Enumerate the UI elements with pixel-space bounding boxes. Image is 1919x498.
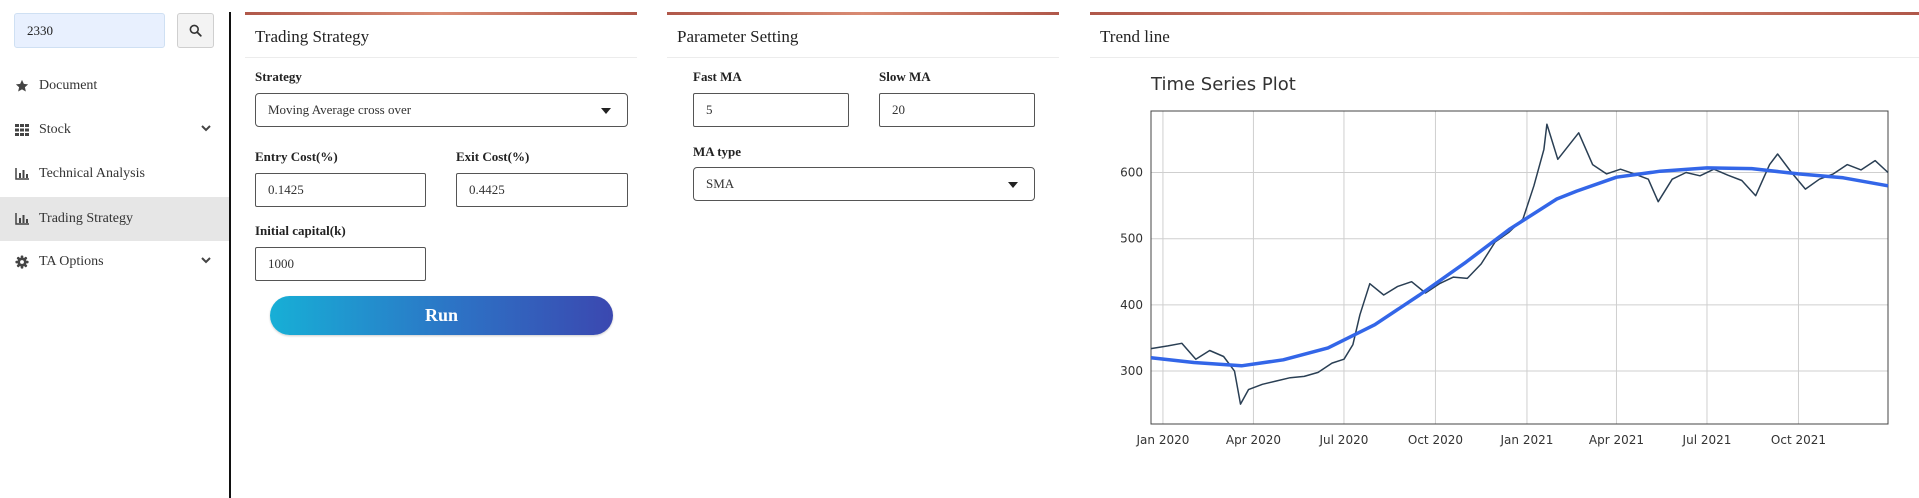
- slow-ma-input[interactable]: [879, 93, 1035, 127]
- ma-type-select[interactable]: SMA: [693, 167, 1035, 201]
- caret-down-icon: [601, 108, 611, 114]
- x-tick-label: Jan 2021: [1500, 433, 1554, 447]
- panel-title: Trend line: [1090, 16, 1919, 58]
- y-tick-label: 400: [1120, 298, 1143, 312]
- search-icon: [189, 24, 202, 37]
- chevron-down-icon[interactable]: [200, 122, 212, 138]
- search-input[interactable]: [14, 13, 165, 48]
- caret-down-icon: [1008, 182, 1018, 188]
- grid-icon: [14, 124, 30, 136]
- entry-cost-label: Entry Cost(%): [255, 149, 338, 164]
- sidebar: Document Stock Technical Analysis Tradin…: [0, 0, 229, 498]
- bar-chart-icon: [14, 168, 30, 180]
- trend-line-panel: Trend line: [1090, 12, 1919, 498]
- y-tick-label: 300: [1120, 364, 1143, 378]
- sidebar-item-label: Stock: [39, 122, 71, 137]
- chevron-down-icon[interactable]: [200, 254, 212, 270]
- run-button[interactable]: Run: [270, 296, 613, 335]
- bar-chart-icon: [14, 213, 30, 225]
- trend-series-line: [1150, 166, 1889, 368]
- panel-title: Trading Strategy: [245, 16, 637, 58]
- sidebar-item-label: TA Options: [39, 254, 104, 269]
- panel-accent-bar: [667, 12, 1059, 15]
- ma-type-label: MA type: [693, 144, 742, 159]
- chart-grid: [1151, 111, 1888, 424]
- x-tick-label: Jul 2020: [1319, 433, 1369, 447]
- panel-title: Parameter Setting: [667, 16, 1059, 58]
- sidebar-item-label: Trading Strategy: [39, 211, 133, 226]
- x-tick-label: Jul 2021: [1682, 433, 1732, 447]
- panel-accent-bar: [1090, 12, 1919, 15]
- exit-cost-input[interactable]: [456, 173, 628, 207]
- sidebar-item-label: Technical Analysis: [39, 166, 145, 181]
- y-tick-label: 600: [1120, 166, 1143, 180]
- search-button[interactable]: [177, 13, 214, 48]
- sidebar-item-technical-analysis[interactable]: Technical Analysis: [0, 152, 229, 196]
- sidebar-divider: [229, 12, 231, 498]
- fast-ma-label: Fast MA: [693, 69, 742, 84]
- sidebar-item-document[interactable]: Document: [0, 64, 229, 108]
- x-tick-label: Oct 2021: [1771, 433, 1826, 447]
- sidebar-item-stock[interactable]: Stock: [0, 108, 229, 152]
- strategy-select[interactable]: Moving Average cross over: [255, 93, 628, 127]
- x-tick-label: Apr 2020: [1226, 433, 1281, 447]
- sidebar-item-ta-options[interactable]: TA Options: [0, 240, 229, 284]
- initial-capital-label: Initial capital(k): [255, 223, 346, 238]
- gear-icon: [14, 255, 30, 269]
- chart-title: Time Series Plot: [1150, 74, 1296, 95]
- sidebar-item-trading-strategy[interactable]: Trading Strategy: [0, 197, 229, 241]
- initial-capital-input[interactable]: [255, 247, 426, 281]
- y-tick-label: 500: [1120, 232, 1143, 246]
- entry-cost-input[interactable]: [255, 173, 426, 207]
- strategy-select-value: Moving Average cross over: [268, 102, 412, 117]
- chart-ticks: Jan 2020 Apr 2020 Jul 2020 Oct 2020 Jan 2021…: [1120, 166, 1826, 447]
- slow-ma-label: Slow MA: [879, 69, 931, 84]
- sidebar-item-label: Document: [39, 78, 98, 93]
- x-tick-label: Jan 2020: [1136, 433, 1190, 447]
- strategy-label: Strategy: [255, 69, 302, 84]
- chart-series: [1150, 123, 1889, 405]
- fast-ma-input[interactable]: [693, 93, 849, 127]
- chart-plot-area: [1150, 110, 1889, 425]
- x-tick-label: Oct 2020: [1408, 433, 1463, 447]
- panel-accent-bar: [245, 12, 637, 15]
- star-icon: [14, 79, 30, 93]
- exit-cost-label: Exit Cost(%): [456, 149, 530, 164]
- x-tick-label: Apr 2021: [1589, 433, 1644, 447]
- ma-type-select-value: SMA: [706, 176, 735, 191]
